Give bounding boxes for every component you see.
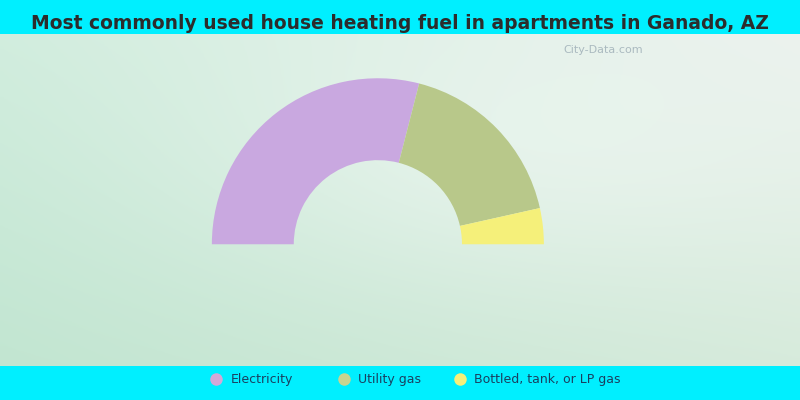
Wedge shape — [398, 84, 540, 226]
Text: Utility gas: Utility gas — [358, 373, 422, 386]
Text: City-Data.com: City-Data.com — [564, 45, 643, 55]
Wedge shape — [460, 208, 544, 244]
Text: Bottled, tank, or LP gas: Bottled, tank, or LP gas — [474, 373, 621, 386]
Text: Most commonly used house heating fuel in apartments in Ganado, AZ: Most commonly used house heating fuel in… — [31, 14, 769, 33]
Text: Electricity: Electricity — [230, 373, 293, 386]
Wedge shape — [212, 78, 419, 244]
